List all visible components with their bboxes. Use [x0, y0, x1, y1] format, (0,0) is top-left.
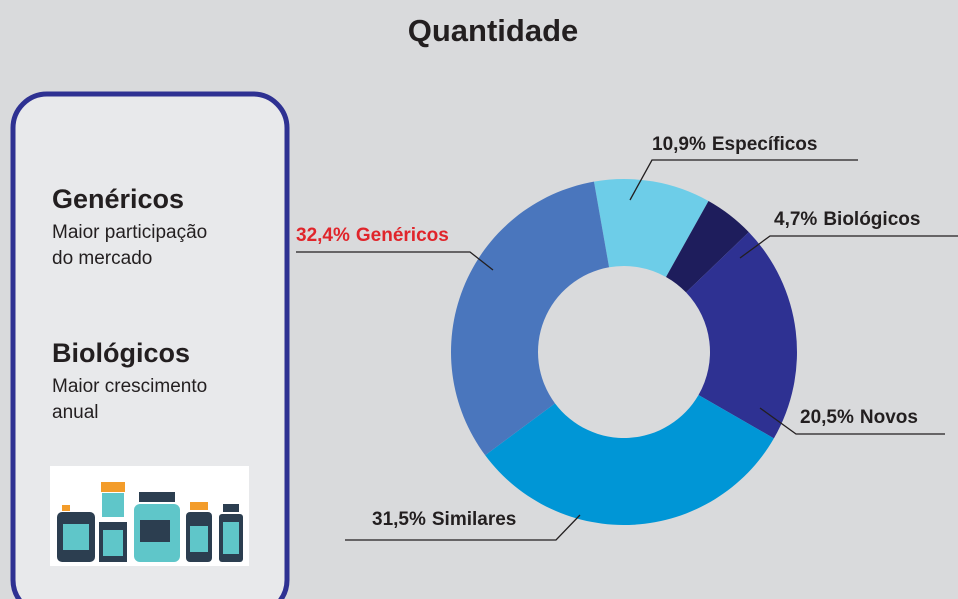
leader-line: [296, 251, 494, 271]
category-label: Similares: [432, 509, 517, 530]
leader-line: [739, 235, 958, 259]
leader-line: [629, 159, 858, 201]
donut-slice: [666, 201, 749, 293]
panel-text: Maior participação: [52, 222, 207, 243]
value-label: 32,4%: [296, 225, 350, 246]
slice-label: 4,7% Biológicos: [774, 209, 920, 230]
category-label: Específicos: [712, 134, 818, 155]
category-label: Novos: [860, 407, 918, 428]
panel-text: anual: [52, 402, 99, 423]
slice-label: 10,9% Específicos: [652, 134, 817, 155]
value-label: 20,5%: [800, 407, 854, 428]
slice-label: 32,4% Genéricos: [296, 225, 449, 246]
panel-text: do mercado: [52, 248, 152, 269]
panel-text: Maior crescimento: [52, 376, 207, 397]
bottles-illustration: [50, 466, 249, 566]
panel-heading: Genéricos: [52, 184, 184, 214]
donut-slice: [451, 181, 610, 456]
slice-label: 31,5% Similares: [372, 509, 516, 530]
panel-heading: Biológicos: [52, 338, 190, 368]
leader-line: [345, 514, 581, 541]
value-label: 4,7%: [774, 209, 817, 230]
category-label: Genéricos: [356, 225, 449, 246]
slice-label: 20,5% Novos: [800, 407, 918, 428]
value-label: 31,5%: [372, 509, 426, 530]
value-label: 10,9%: [652, 134, 706, 155]
category-label: Biológicos: [823, 209, 920, 230]
leader-line: [759, 407, 945, 435]
donut-slice: [686, 232, 797, 439]
donut-slice: [485, 394, 774, 525]
title: Quantidade: [408, 13, 579, 48]
donut-slice: [593, 179, 709, 277]
